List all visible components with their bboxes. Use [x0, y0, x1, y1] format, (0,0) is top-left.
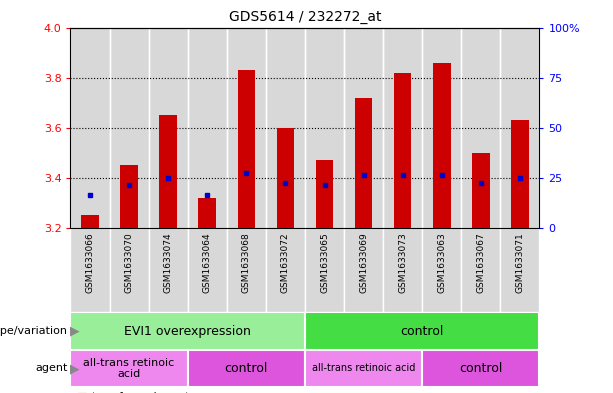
Text: control: control: [400, 325, 444, 338]
Bar: [472, 153, 490, 228]
Text: GSM1633064: GSM1633064: [203, 232, 211, 293]
Bar: [227, 28, 266, 228]
Bar: [159, 115, 177, 228]
Bar: [70, 312, 305, 350]
Text: GSM1633073: GSM1633073: [398, 232, 407, 293]
Text: ▶: ▶: [70, 325, 80, 338]
Bar: [422, 350, 539, 387]
Bar: [227, 228, 266, 312]
Bar: [511, 120, 528, 228]
Text: agent: agent: [35, 364, 67, 373]
Bar: [70, 28, 110, 228]
Text: all-trans retinoic
acid: all-trans retinoic acid: [83, 358, 175, 379]
Text: GSM1633070: GSM1633070: [124, 232, 134, 293]
Text: genotype/variation: genotype/variation: [0, 326, 67, 336]
Bar: [305, 28, 344, 228]
Title: GDS5614 / 232272_at: GDS5614 / 232272_at: [229, 10, 381, 24]
Bar: [355, 98, 372, 228]
Text: GSM1633067: GSM1633067: [476, 232, 485, 293]
Text: all-trans retinoic acid: all-trans retinoic acid: [312, 364, 415, 373]
Bar: [305, 312, 539, 350]
Bar: [305, 350, 422, 387]
Bar: [422, 228, 462, 312]
Bar: [149, 28, 188, 228]
Bar: [316, 160, 333, 228]
Text: control: control: [224, 362, 268, 375]
Bar: [188, 228, 227, 312]
Bar: [266, 28, 305, 228]
Text: GSM1633069: GSM1633069: [359, 232, 368, 293]
Bar: [344, 28, 383, 228]
Text: GSM1633063: GSM1633063: [437, 232, 446, 293]
Bar: [149, 228, 188, 312]
Text: control: control: [459, 362, 503, 375]
Bar: [383, 28, 422, 228]
Bar: [422, 28, 462, 228]
Text: EVI1 overexpression: EVI1 overexpression: [124, 325, 251, 338]
Text: transformed count: transformed count: [92, 392, 189, 393]
Text: GSM1633068: GSM1633068: [242, 232, 251, 293]
Bar: [188, 28, 227, 228]
Bar: [110, 228, 149, 312]
Text: GSM1633074: GSM1633074: [164, 232, 173, 293]
Bar: [394, 73, 411, 228]
Bar: [238, 70, 255, 228]
Text: ■: ■: [77, 392, 87, 393]
Bar: [266, 228, 305, 312]
Bar: [120, 165, 138, 228]
Bar: [70, 350, 188, 387]
Bar: [82, 215, 99, 228]
Bar: [500, 28, 539, 228]
Bar: [433, 62, 451, 228]
Bar: [383, 228, 422, 312]
Bar: [110, 28, 149, 228]
Bar: [462, 28, 500, 228]
Text: GSM1633066: GSM1633066: [86, 232, 94, 293]
Bar: [70, 228, 110, 312]
Bar: [276, 128, 294, 228]
Bar: [462, 228, 500, 312]
Bar: [500, 228, 539, 312]
Bar: [199, 198, 216, 228]
Text: GSM1633065: GSM1633065: [320, 232, 329, 293]
Text: ▶: ▶: [70, 362, 80, 375]
Bar: [344, 228, 383, 312]
Text: GSM1633071: GSM1633071: [516, 232, 524, 293]
Bar: [188, 350, 305, 387]
Text: GSM1633072: GSM1633072: [281, 232, 290, 293]
Bar: [305, 228, 344, 312]
